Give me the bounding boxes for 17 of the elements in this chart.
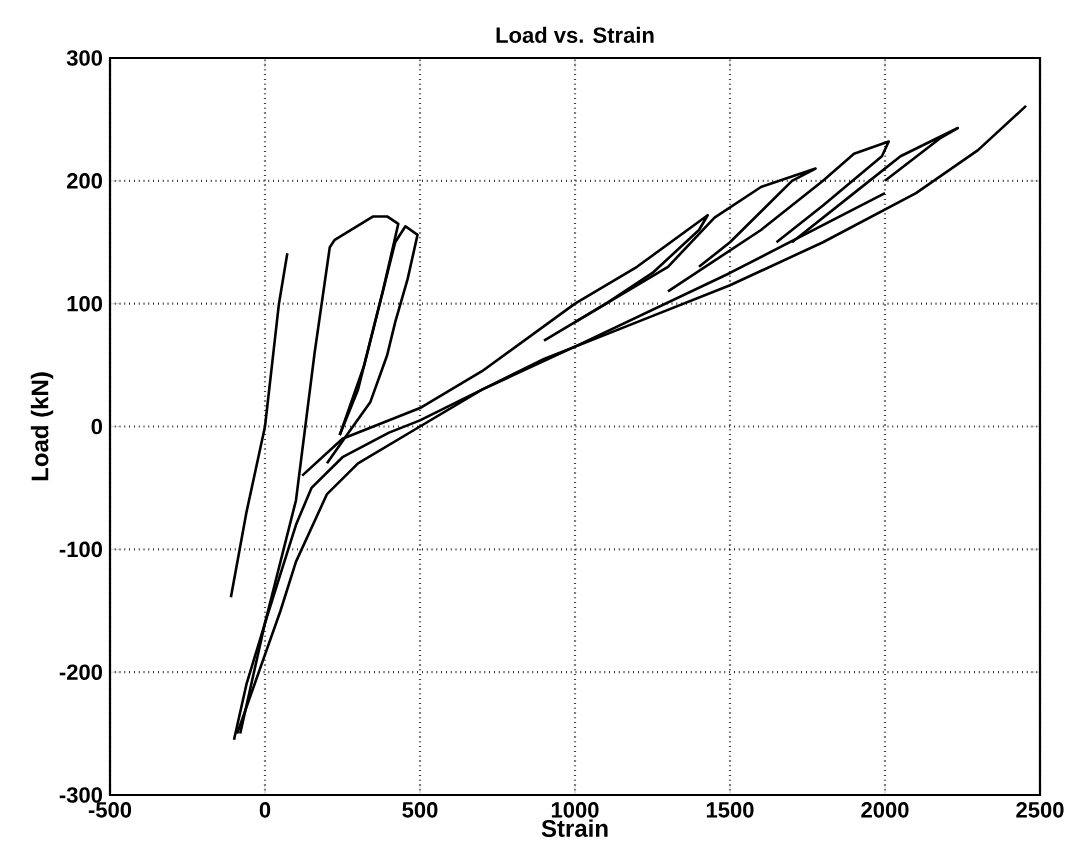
x-tick-label: -500: [88, 802, 132, 818]
x-tick-label: 1000: [551, 802, 599, 818]
y-tick-label: 200: [66, 173, 103, 189]
x-tick-label: 2500: [1016, 802, 1064, 818]
chart-title: Load vs. Strain: [496, 26, 654, 43]
x-tick-label: 0: [259, 802, 271, 818]
x-tick-label: 500: [402, 802, 438, 818]
y-tick-label: -300: [59, 787, 103, 803]
y-tick-label: 0: [91, 418, 103, 435]
y-tick-label: -100: [59, 541, 103, 558]
y-tick-label: -200: [59, 664, 103, 680]
y-tick-label: 100: [67, 295, 103, 312]
y-tick-label: 300: [66, 50, 103, 66]
x-tick-label: 1500: [706, 802, 754, 818]
y-axis-title: Load (kN): [30, 372, 54, 481]
x-axis-title: Strain: [541, 819, 608, 837]
x-tick-label: 2000: [861, 802, 909, 818]
